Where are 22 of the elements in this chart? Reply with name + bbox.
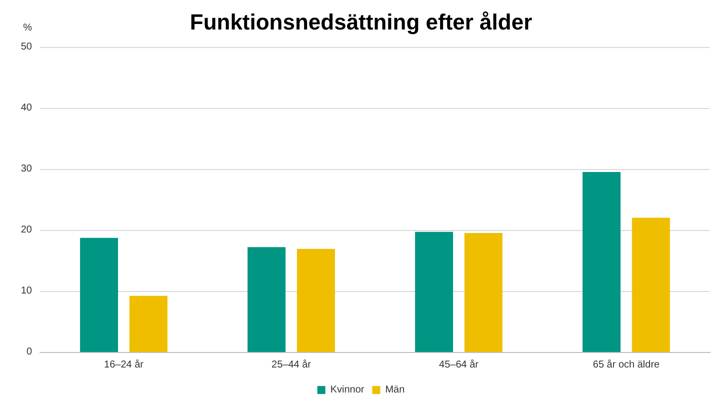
bar [582,172,621,352]
y-tick-label: 10 [20,286,32,296]
y-tick-label: 40 [20,102,32,114]
y-tick-label: 0 [26,346,32,358]
bar [129,296,168,352]
x-tick-label: 45–64 år [439,358,480,370]
y-axis-title: % [23,22,32,34]
bar [632,218,670,352]
legend-label: Män [385,384,405,396]
bar [248,247,286,352]
legend-label: Kvinnor [330,384,365,396]
bar [296,248,335,352]
chart-title: Funktionsnedsättning efter ålder [190,10,533,34]
x-tick-label: 16–24 år [104,358,144,370]
bar [415,232,454,352]
bar [464,233,502,352]
y-tick-label: 50 [20,42,32,52]
y-tick-label: 30 [20,164,32,174]
x-tick-label: 65 år och äldre [592,358,660,370]
y-tick-label: 20 [20,224,32,236]
bar [80,238,118,352]
x-tick-label: 25–44 år [272,358,312,370]
